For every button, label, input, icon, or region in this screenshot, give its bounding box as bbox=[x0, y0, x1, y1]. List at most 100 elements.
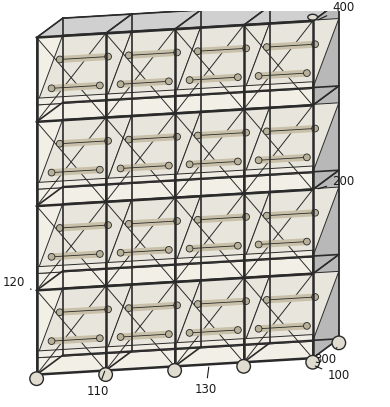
Polygon shape bbox=[201, 174, 270, 263]
Circle shape bbox=[105, 222, 112, 228]
Polygon shape bbox=[313, 254, 339, 358]
Circle shape bbox=[255, 325, 262, 332]
Circle shape bbox=[263, 297, 270, 303]
Circle shape bbox=[126, 52, 132, 59]
Polygon shape bbox=[244, 19, 339, 93]
Polygon shape bbox=[37, 115, 132, 189]
Polygon shape bbox=[132, 179, 201, 267]
Polygon shape bbox=[175, 170, 244, 181]
Circle shape bbox=[117, 334, 124, 340]
Circle shape bbox=[312, 209, 319, 216]
Text: 200: 200 bbox=[318, 175, 354, 189]
Polygon shape bbox=[37, 118, 106, 206]
Circle shape bbox=[195, 301, 201, 307]
Circle shape bbox=[303, 70, 310, 77]
Circle shape bbox=[57, 309, 63, 316]
Polygon shape bbox=[37, 14, 132, 37]
Circle shape bbox=[96, 82, 103, 89]
Polygon shape bbox=[175, 25, 244, 114]
Circle shape bbox=[263, 128, 270, 135]
Circle shape bbox=[174, 218, 181, 224]
Circle shape bbox=[117, 81, 124, 88]
Circle shape bbox=[186, 245, 193, 252]
Polygon shape bbox=[201, 90, 270, 179]
Polygon shape bbox=[270, 2, 339, 90]
Circle shape bbox=[303, 322, 310, 329]
Circle shape bbox=[174, 49, 181, 56]
Circle shape bbox=[255, 157, 262, 164]
Polygon shape bbox=[37, 202, 106, 290]
Polygon shape bbox=[37, 284, 132, 358]
Text: 100: 100 bbox=[315, 366, 349, 383]
Circle shape bbox=[303, 154, 310, 161]
Polygon shape bbox=[175, 86, 244, 97]
Circle shape bbox=[105, 138, 112, 144]
Circle shape bbox=[234, 242, 241, 249]
Polygon shape bbox=[244, 82, 313, 93]
Polygon shape bbox=[132, 10, 201, 98]
Polygon shape bbox=[106, 27, 201, 101]
Polygon shape bbox=[244, 274, 313, 362]
Polygon shape bbox=[106, 282, 175, 370]
Text: 120: 120 bbox=[3, 276, 31, 289]
Polygon shape bbox=[37, 263, 106, 274]
Circle shape bbox=[165, 162, 172, 169]
Polygon shape bbox=[175, 107, 270, 181]
Polygon shape bbox=[37, 286, 106, 374]
Polygon shape bbox=[175, 254, 244, 265]
Text: 110: 110 bbox=[86, 371, 109, 398]
Circle shape bbox=[105, 53, 112, 60]
Polygon shape bbox=[106, 280, 201, 354]
Polygon shape bbox=[244, 103, 339, 177]
Text: 130: 130 bbox=[195, 367, 217, 396]
Circle shape bbox=[195, 48, 201, 55]
Polygon shape bbox=[313, 170, 339, 274]
Polygon shape bbox=[175, 109, 244, 198]
Circle shape bbox=[174, 133, 181, 140]
Polygon shape bbox=[63, 14, 132, 103]
Polygon shape bbox=[244, 166, 313, 177]
Polygon shape bbox=[106, 114, 175, 202]
Polygon shape bbox=[37, 31, 132, 105]
Circle shape bbox=[312, 41, 319, 48]
Polygon shape bbox=[106, 258, 175, 269]
Circle shape bbox=[96, 335, 103, 341]
Circle shape bbox=[105, 306, 112, 313]
Polygon shape bbox=[270, 86, 339, 174]
Circle shape bbox=[165, 331, 172, 337]
Polygon shape bbox=[244, 105, 313, 194]
Circle shape bbox=[126, 136, 132, 143]
Circle shape bbox=[255, 241, 262, 248]
Polygon shape bbox=[175, 276, 270, 350]
Circle shape bbox=[312, 125, 319, 132]
Polygon shape bbox=[106, 195, 201, 269]
Circle shape bbox=[263, 212, 270, 219]
Circle shape bbox=[234, 158, 241, 165]
Polygon shape bbox=[175, 23, 270, 97]
Polygon shape bbox=[244, 335, 313, 346]
Circle shape bbox=[186, 161, 193, 168]
Polygon shape bbox=[313, 2, 339, 105]
Circle shape bbox=[263, 44, 270, 50]
Circle shape bbox=[234, 74, 241, 81]
Circle shape bbox=[243, 129, 250, 136]
Polygon shape bbox=[244, 250, 313, 261]
Circle shape bbox=[306, 355, 319, 369]
Circle shape bbox=[186, 77, 193, 83]
Circle shape bbox=[174, 302, 181, 309]
Circle shape bbox=[126, 305, 132, 311]
Polygon shape bbox=[37, 94, 106, 105]
Polygon shape bbox=[37, 178, 106, 189]
Circle shape bbox=[126, 221, 132, 227]
Circle shape bbox=[48, 338, 55, 344]
Polygon shape bbox=[175, 278, 244, 366]
Polygon shape bbox=[106, 29, 175, 118]
Polygon shape bbox=[244, 271, 339, 346]
Polygon shape bbox=[201, 6, 270, 94]
Polygon shape bbox=[106, 343, 175, 354]
Polygon shape bbox=[175, 194, 244, 282]
Circle shape bbox=[57, 225, 63, 232]
Polygon shape bbox=[63, 267, 132, 355]
Circle shape bbox=[243, 298, 250, 304]
Text: 400: 400 bbox=[318, 1, 354, 20]
